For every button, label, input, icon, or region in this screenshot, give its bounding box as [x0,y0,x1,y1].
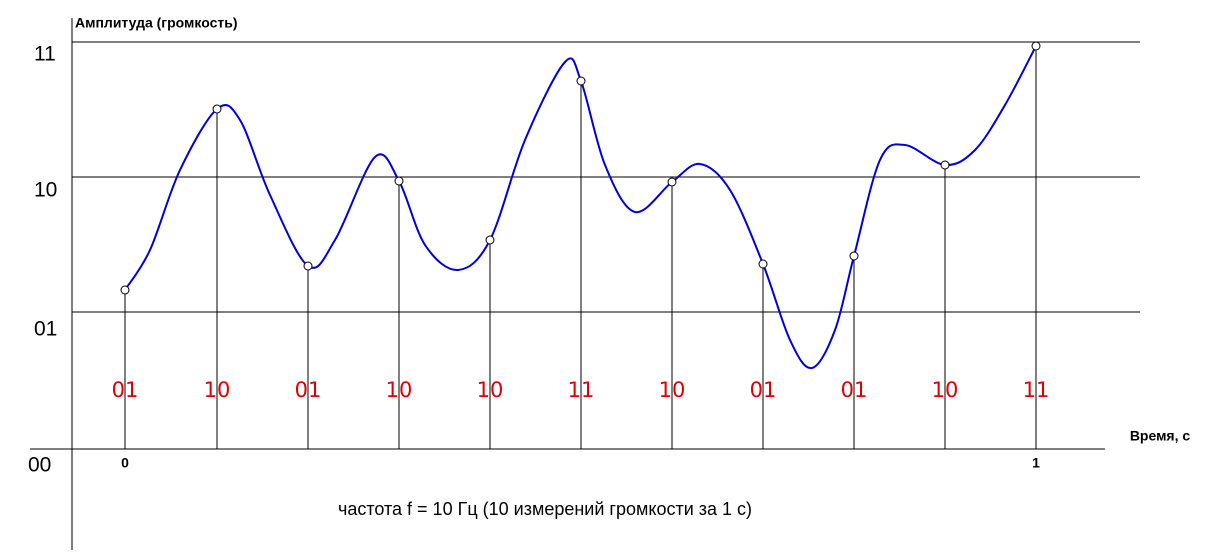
level-label: 10 [34,179,57,202]
sample-code: 11 [568,378,595,402]
sample-code: 01 [841,378,868,402]
sample-code: 01 [750,378,777,402]
sample-code: 01 [295,378,322,402]
caption: частота f = 10 Гц (10 измерений громкост… [338,499,752,519]
sample-code: 10 [204,378,231,402]
y-axis-title: Амплитуда (громкость) [75,15,238,31]
sample-point [120,285,130,295]
sample-code: 01 [112,378,139,402]
sample-code: 11 [1023,378,1050,402]
sample-point [485,235,495,245]
sample-point [576,76,586,86]
x-tick-label: 1 [1032,455,1040,471]
sample-point [667,177,677,187]
sample-point [1031,41,1041,51]
sample-point [940,160,950,170]
level-label: 01 [34,318,57,341]
sample-point [849,251,859,261]
level-label: 00 [28,454,51,477]
sample-code: 10 [386,378,413,402]
level-label: 11 [34,43,56,66]
sample-code: 10 [477,378,504,402]
x-tick-label: 0 [121,455,129,471]
sample-code: 10 [659,378,686,402]
sample-point [758,259,768,269]
x-axis-title: Время, с [1130,428,1191,444]
sample-code: 10 [932,378,959,402]
sample-point [212,104,222,114]
sample-point [303,261,313,271]
signal-curve [124,45,1037,370]
sample-point [394,176,404,186]
